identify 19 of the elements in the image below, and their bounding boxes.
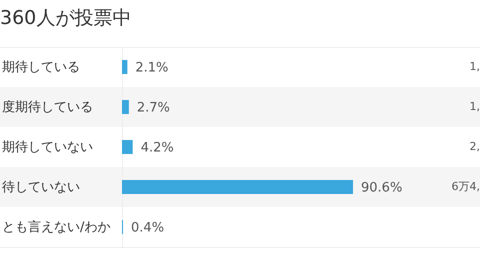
text: 1, xyxy=(470,59,480,75)
data-label: 2.1% xyxy=(135,60,168,76)
data-label: 4.2% xyxy=(140,140,174,156)
y-tick-label: とも言えない/わか xyxy=(2,219,110,235)
bar xyxy=(122,140,133,154)
bar xyxy=(122,100,129,114)
data-label: 2.7% xyxy=(136,100,170,116)
y-tick-label: 度期待している xyxy=(2,99,93,115)
bar xyxy=(122,60,128,74)
y-tick-label: 待していない xyxy=(2,180,80,195)
y-tick-label: 期待していない xyxy=(2,140,93,155)
bar xyxy=(122,180,353,194)
y-tick-label: 期待している xyxy=(2,60,80,75)
text: 1, xyxy=(470,99,480,115)
text: 2, xyxy=(470,139,480,155)
data-label: 0.4% xyxy=(131,220,164,236)
text: 6万4, xyxy=(452,179,480,195)
data-label: 90.6% xyxy=(361,180,402,196)
chart-title: 360人が投票中 xyxy=(0,6,132,31)
